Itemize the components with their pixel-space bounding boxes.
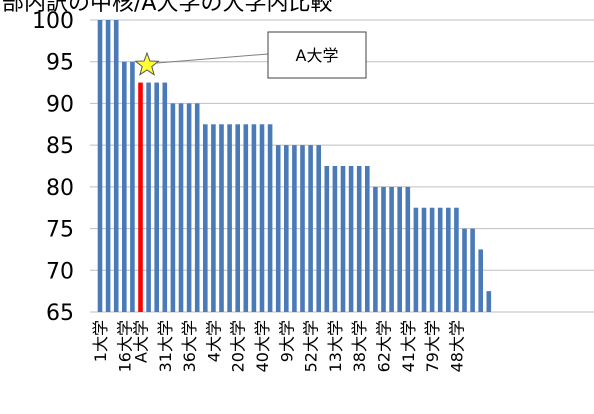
bar: [130, 61, 135, 312]
star-icon: [134, 51, 160, 76]
bar: [324, 166, 330, 312]
x-tick-label: 52大学: [302, 320, 321, 372]
bar: [251, 124, 257, 313]
x-tick-label: A大学: [132, 320, 151, 363]
bar: [275, 145, 281, 312]
bar: [292, 145, 297, 312]
bar: [203, 124, 208, 313]
x-tick-label: 48大学: [447, 320, 466, 372]
y-tick-label: 95: [46, 51, 74, 76]
callout-box: [267, 31, 367, 79]
callout-leader-line: [156, 53, 269, 64]
bar: [186, 103, 192, 312]
y-tick-label: 100: [32, 9, 74, 34]
x-tick-label: 16大学: [115, 320, 134, 372]
x-tick-label: 38大学: [350, 320, 369, 372]
bar: [146, 82, 151, 312]
bar: [194, 103, 200, 312]
bar: [178, 103, 184, 312]
bar: [332, 166, 338, 312]
bar: [454, 207, 459, 312]
chart-title: 部内訳の中核/A大学の大学内比較: [2, 0, 332, 16]
bar: [219, 124, 224, 313]
bar: [211, 124, 216, 313]
y-tick-label: 75: [46, 218, 74, 243]
bar: [478, 249, 483, 312]
bar: [267, 124, 273, 313]
x-tick-label: 1大学: [91, 320, 110, 362]
x-tick-label: 20大学: [229, 320, 248, 372]
bar: [259, 124, 265, 313]
bar: [421, 207, 427, 312]
x-tick-label: 40大学: [253, 320, 272, 372]
bar: [437, 207, 443, 312]
bar: [122, 61, 127, 312]
bar: [373, 186, 378, 312]
bar: [284, 145, 289, 312]
bar: [170, 103, 176, 312]
bar: [486, 291, 492, 312]
x-tick-label: 13大学: [326, 320, 345, 372]
bar: [413, 207, 419, 312]
y-axis-ticks: 65 70 75 80 85 90 95 100: [32, 9, 74, 326]
bar: [381, 186, 386, 312]
bar: [105, 20, 111, 312]
bar: [356, 166, 362, 312]
y-tick-label: 90: [46, 92, 74, 117]
bar: [162, 82, 168, 312]
annotation: A大学: [134, 31, 367, 79]
y-tick-label: 80: [46, 176, 74, 201]
x-tick-label: 9大学: [277, 320, 296, 362]
x-tick-label: 79大学: [423, 320, 442, 372]
bar: [308, 145, 313, 312]
bar: [235, 124, 240, 313]
x-tick-label: 31大学: [156, 320, 175, 372]
bar: [97, 20, 103, 312]
bar: [429, 207, 435, 312]
bar: [154, 82, 159, 312]
x-tick-label: 4大学: [204, 320, 223, 362]
bar: [316, 145, 321, 312]
bar: [397, 186, 402, 312]
bar: [470, 228, 475, 312]
bar-highlight: [138, 82, 143, 312]
bars: [97, 20, 492, 313]
y-tick-label: 65: [46, 301, 74, 326]
y-tick-label: 70: [46, 259, 74, 284]
bar: [462, 228, 467, 312]
bar: [405, 186, 411, 312]
bar: [389, 186, 394, 312]
bar: [227, 124, 232, 313]
bar: [446, 207, 451, 312]
callout-label: A大学: [296, 46, 339, 65]
x-tick-label: 36大学: [180, 320, 199, 372]
bar: [243, 124, 249, 313]
x-tick-label: 41大学: [399, 320, 418, 372]
bar: [300, 145, 305, 312]
bar: [113, 20, 119, 312]
bar: [340, 166, 346, 312]
bar: [348, 166, 354, 312]
y-tick-label: 85: [46, 134, 74, 159]
x-tick-label: 62大学: [375, 320, 394, 372]
bar: [365, 166, 370, 312]
